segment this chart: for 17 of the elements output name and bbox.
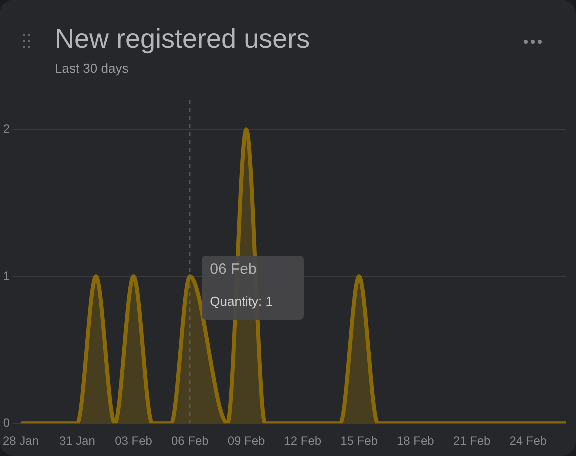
x-tick-label: 21 Feb [453, 434, 492, 448]
x-tick-label: 06 Feb [171, 434, 210, 448]
y-tick-label: 2 [3, 122, 10, 136]
chart-subtitle: Last 30 days [55, 61, 129, 76]
x-tick-label: 03 Feb [115, 434, 153, 448]
y-tick-label: 0 [3, 416, 10, 430]
annotation: Quantity: 1 [210, 294, 274, 309]
annotation: 06 Feb [210, 260, 257, 278]
y-tick-label: 1 [3, 268, 10, 283]
x-tick-label: 31 Jan [59, 434, 96, 448]
x-tick-label: 24 Feb [510, 434, 548, 448]
x-tick-label: 18 Feb [396, 434, 435, 448]
x-tick-label: 28 Jan [3, 434, 40, 448]
x-tick-label: 15 Feb [340, 434, 378, 448]
x-tick-label: 12 Feb [284, 434, 322, 448]
chart-title: New registered users [55, 24, 310, 55]
x-tick-label: 09 Feb [228, 434, 266, 448]
